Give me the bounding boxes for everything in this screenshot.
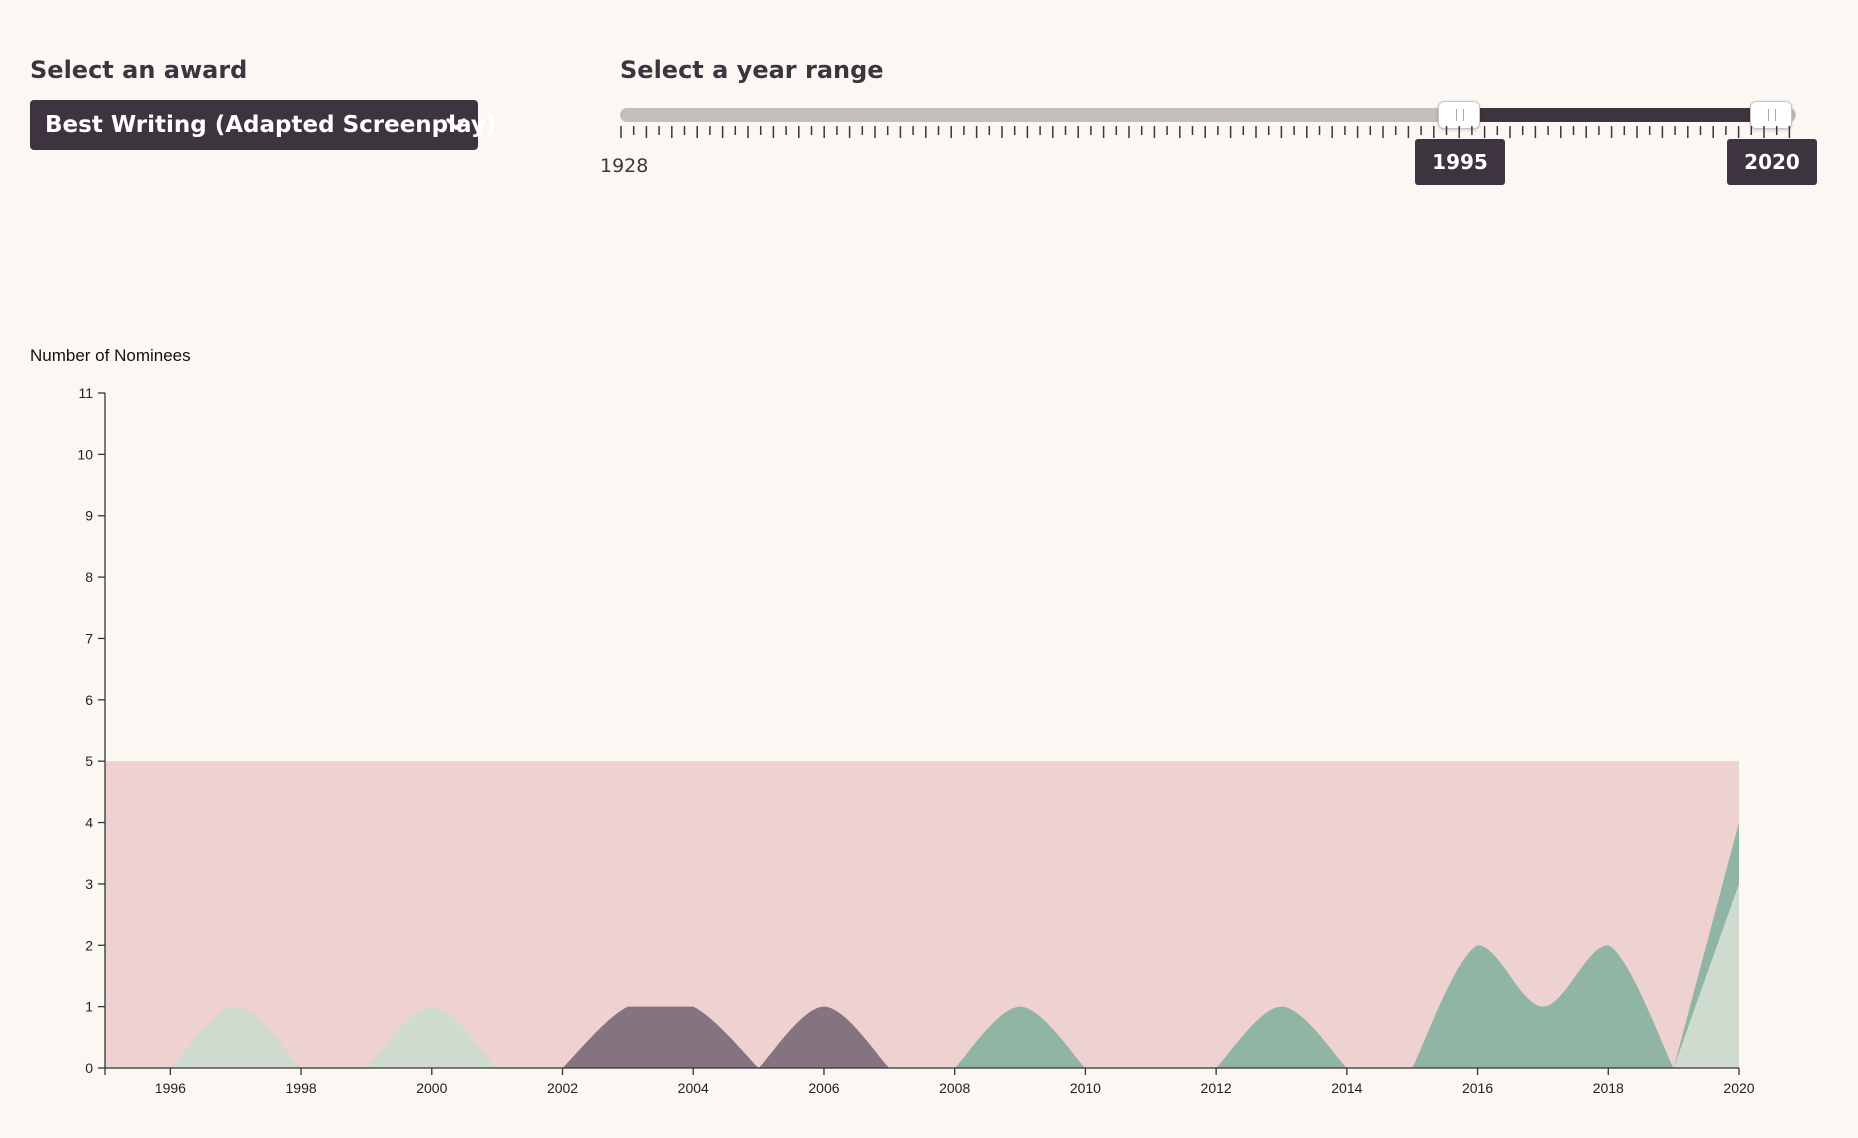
x-tick-label: 2004 [678, 1080, 709, 1096]
y-tick-label: 6 [85, 692, 93, 708]
award-selected-value: Best Writing (Adapted Screenplay) [45, 112, 497, 138]
x-tick-label: 2002 [547, 1080, 578, 1096]
slider-min-label: 1928 [600, 155, 649, 177]
x-tick-label: 1998 [286, 1080, 317, 1096]
x-tick-label: 2018 [1593, 1080, 1624, 1096]
range-end-handle[interactable] [1750, 101, 1792, 129]
x-tick-label: 2020 [1723, 1080, 1754, 1096]
y-tick-label: 5 [85, 753, 93, 769]
area-series-2 [562, 1006, 759, 1068]
x-tick-label: 2014 [1331, 1080, 1362, 1096]
year-range-slider[interactable] [620, 101, 1796, 129]
slider-selected-range [1459, 108, 1773, 122]
area-series-8 [1673, 883, 1739, 1068]
range-end-badge: 2020 [1727, 139, 1817, 185]
x-tick-label: 2012 [1201, 1080, 1232, 1096]
y-tick-label: 0 [85, 1060, 93, 1076]
award-dropdown[interactable]: Best Writing (Adapted Screenplay) [30, 100, 496, 150]
chevron-down-icon [442, 110, 470, 142]
nominees-area-chart: 0 1 2 3 4 5 6 7 8 9 10 11 1996 1998 2000 2002 2004 2006 20… [77, 385, 1754, 1096]
grip-icon [1456, 109, 1464, 121]
x-tick-label: 2008 [939, 1080, 970, 1096]
area-series-5 [1216, 1006, 1347, 1068]
x-tick-label: 2006 [808, 1080, 839, 1096]
x-tick-label: 2000 [416, 1080, 447, 1096]
year-range-label: Select a year range [620, 56, 884, 84]
range-start-badge: 1995 [1415, 139, 1505, 185]
area-series-6 [1412, 945, 1674, 1068]
award-select-label: Select an award [30, 56, 248, 84]
y-tick-label: 3 [85, 876, 93, 892]
y-tick-label: 8 [85, 569, 93, 585]
y-tick-label: 9 [85, 508, 93, 524]
area-series-3 [758, 1006, 890, 1068]
x-tick-label: 2010 [1070, 1080, 1101, 1096]
range-start-handle[interactable] [1438, 101, 1480, 129]
y-tick-label: 2 [85, 937, 93, 953]
area-series-1 [366, 1006, 498, 1068]
slider-ticks [620, 126, 1791, 138]
area-series-4 [954, 1006, 1086, 1068]
y-tick-label: 1 [85, 999, 93, 1015]
x-tick-label: 2016 [1462, 1080, 1493, 1096]
y-tick-label: 11 [78, 385, 93, 401]
area-series-0 [170, 1006, 302, 1068]
x-tick-label: 1996 [155, 1080, 186, 1096]
y-tick-label: 10 [77, 446, 93, 462]
grip-icon [1768, 109, 1776, 121]
y-axis-label: Number of Nominees [30, 346, 191, 365]
y-tick-label: 7 [85, 630, 93, 646]
y-tick-label: 4 [85, 815, 93, 831]
